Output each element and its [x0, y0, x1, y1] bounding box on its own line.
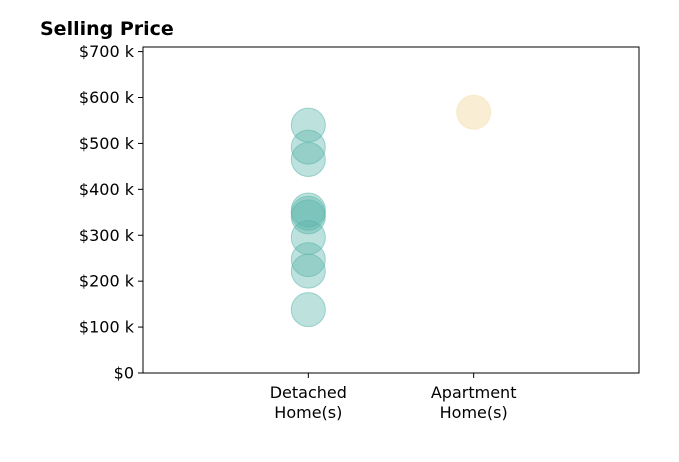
plot-frame	[142, 46, 640, 374]
scatter-point	[290, 129, 326, 165]
points-layer	[290, 94, 492, 328]
scatter-point	[290, 242, 326, 278]
x-tick-label: Detached Home(s)	[270, 383, 347, 422]
y-tick-label: $700 k	[79, 42, 135, 61]
y-tick-label: $400 k	[79, 180, 135, 199]
scatter-point	[290, 142, 326, 177]
y-tick-label: $500 k	[79, 134, 135, 153]
scatter-point	[456, 94, 492, 130]
y-tick-label: $0	[114, 364, 134, 383]
y-tick-label: $100 k	[79, 318, 135, 337]
chart-title: Selling Price	[40, 18, 174, 40]
scatter-point	[290, 199, 326, 235]
y-tick-label: $600 k	[79, 88, 135, 107]
y-tick-label: $200 k	[79, 272, 135, 291]
x-axis: Detached Home(s) Apartment Home(s)	[270, 373, 517, 422]
y-tick-label: $300 k	[79, 226, 135, 245]
y-axis: $0 $100 k $200 k $300 k $400 k $500 k $600 k $7…	[79, 42, 143, 383]
scatter-point	[290, 292, 326, 328]
scatter-point	[290, 253, 326, 289]
x-tick-label: Apartment Home(s)	[431, 383, 517, 422]
